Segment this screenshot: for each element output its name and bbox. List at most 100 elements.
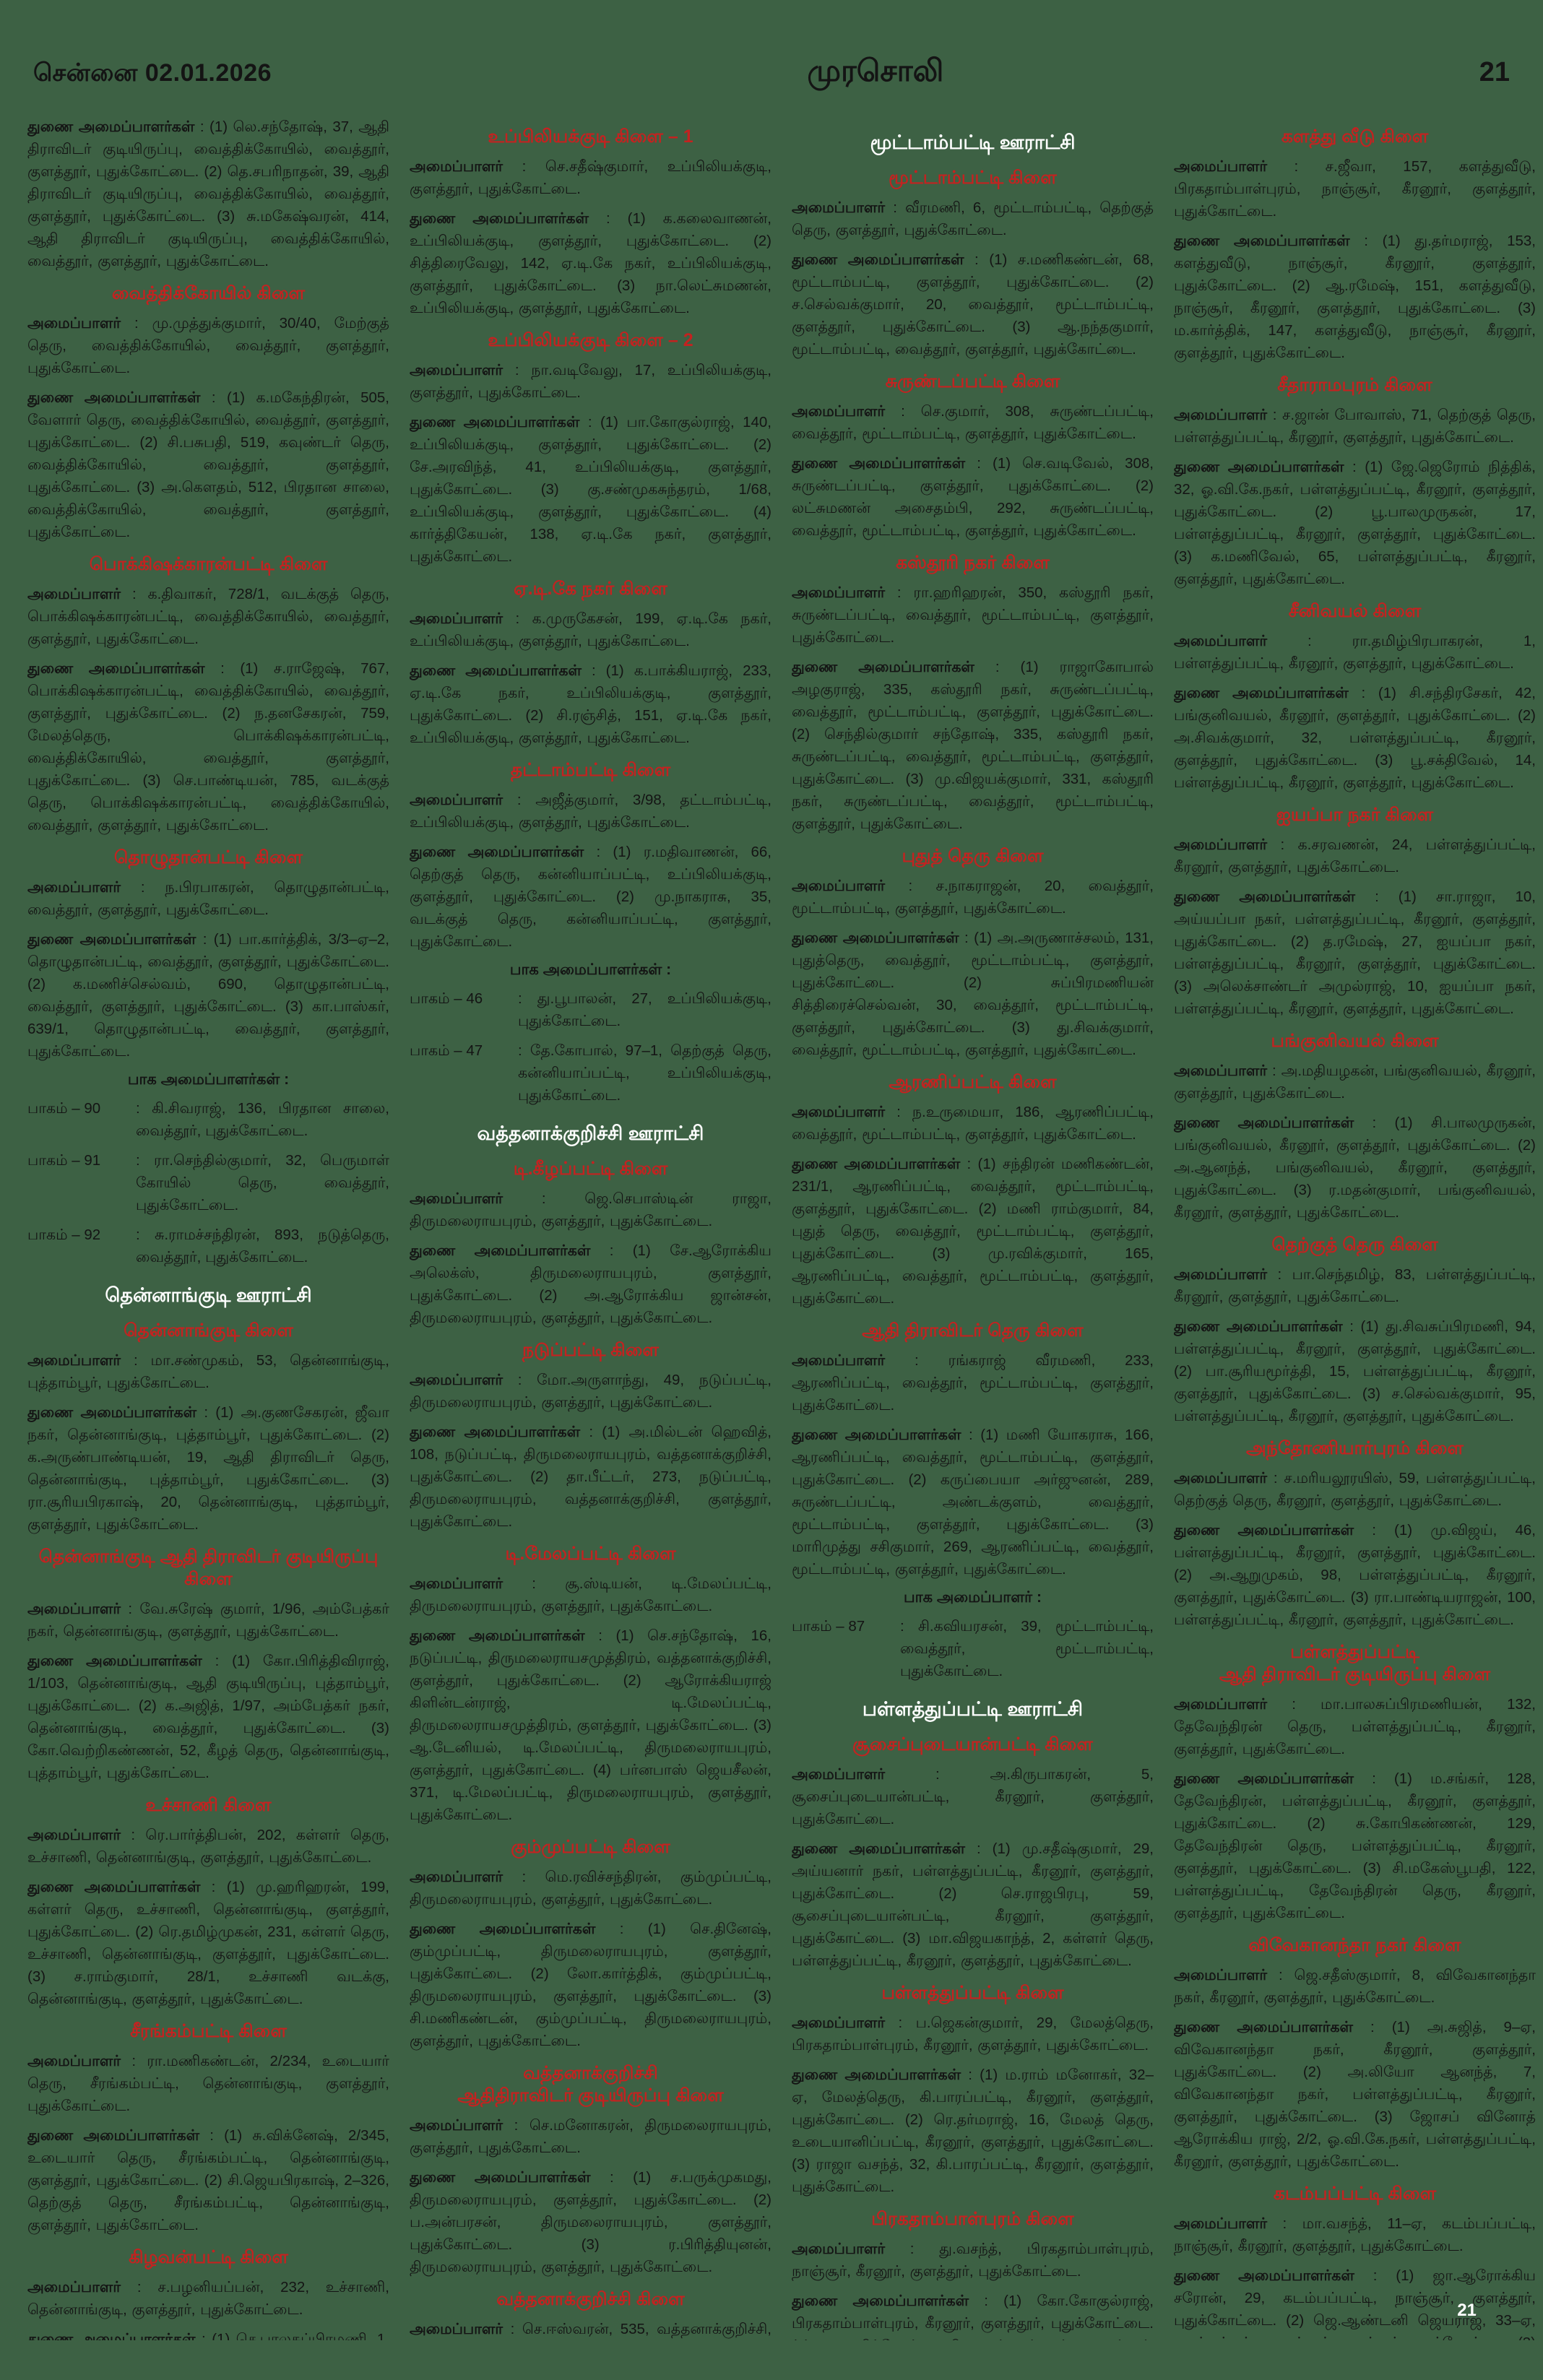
body-paragraph: துணை அமைப்பாளர்கள் : (1) மு.விஜய், 46, ப… (1174, 1522, 1536, 1628)
body-paragraph: அமைப்பாளர் : ரா.தமிழ்பிரபாகரன், 1, பள்ளத… (1174, 633, 1536, 672)
branch-heading: சீதாராமபுரம் கிளை (1277, 375, 1432, 395)
paragraph-lead: துணை அமைப்பாளர்கள் (410, 210, 606, 227)
body-paragraph: துணை அமைப்பாளர்கள் : (1) செ.பாலசுப்பிரமண… (27, 2328, 389, 2340)
paragraph-lead: அமைப்பாளர் (792, 1104, 897, 1120)
paragraph-lead: அமைப்பாளர் (1174, 2215, 1283, 2232)
body-paragraph: துணை அமைப்பாளர்கள் : (1) ஜா.ஆரோக்கிய சரோ… (1174, 2267, 1536, 2340)
body-paragraph: துணை அமைப்பாளர்கள் : (1) மு.சதீஷ்குமார்,… (792, 1840, 1154, 1969)
body-paragraph: துணை அமைப்பாளர்கள் : (1) கோ.பிரித்திவிரா… (27, 1653, 389, 1781)
part-text: : சி.கவியரசன், 39, மூட்டாம்பட்டி, வைத்தூ… (900, 1618, 1154, 1679)
body-paragraph: அமைப்பாளர் : ச.பழனியப்பன், 232, உச்சாணி,… (27, 2279, 389, 2318)
page-number-top: 21 (1479, 57, 1510, 87)
panchayat-section-heading: தென்னாங்குடி ஊராட்சி (105, 1284, 312, 1306)
body-paragraph: துணை அமைப்பாளர்கள் : (1) செ.சந்தோஷ், 16,… (410, 1627, 772, 1823)
body-paragraph: அமைப்பாளர் : பா.செந்தமிழ், 83, பள்ளத்துப… (1174, 1266, 1536, 1305)
body-paragraph: அமைப்பாளர் : ச.ஜான் போவாஸ், 71, தெற்குத்… (1174, 407, 1536, 446)
paragraph-lead: துணை அமைப்பாளர்கள் (792, 1156, 967, 1172)
paragraph-lead: துணை அமைப்பாளர்கள் (792, 1840, 977, 1857)
branch-heading: அந்தோணியார்புரம் கிளை (1246, 1438, 1464, 1458)
branch-heading: பொக்கிஷக்காரன்பட்டி கிளை (89, 554, 328, 574)
paragraph-lead: துணை அமைப்பாளர்கள் (1174, 459, 1353, 475)
paragraph-lead: அமைப்பாளர் (410, 610, 516, 627)
branch-heading: ஏ.டி.கே நகர் கிளை (514, 579, 667, 599)
paragraph-lead: துணை அமைப்பாளர்கள் (1174, 1522, 1373, 1539)
branch-heading: தெற்குத் தெரு கிளை (1271, 1234, 1438, 1255)
body-paragraph: அமைப்பாளர் : நா.வடிவேலு, 17, உப்பிலியக்க… (410, 362, 772, 401)
part-row: பாகம் – 47: தே.கோபால், 97–1, தெற்குத் தெ… (410, 1039, 772, 1107)
branch-heading: சீரங்கம்பட்டி கிளை (130, 2021, 287, 2041)
body-paragraph: துணை அமைப்பாளர்கள் : (1) ம.ராம் மனோகர், … (792, 2067, 1154, 2195)
body-paragraph: துணை அமைப்பாளர்கள் : (1) அ.மில்டன் ஹெவித… (410, 1424, 772, 1530)
part-row: பாகம் – 87: சி.கவியரசன், 39, மூட்டாம்பட்… (792, 1615, 1154, 1682)
body-paragraph: துணை அமைப்பாளர்கள் : (1) க.பாக்கியராஜ், … (410, 662, 772, 746)
body-paragraph: அமைப்பாளர் : ந.உருமையா, 186, ஆரணிப்பட்டி… (792, 1104, 1154, 1143)
body-paragraph: துணை அமைப்பாளர்கள் : (1) மு.ஹரிஹரன், 199… (27, 1879, 389, 2007)
body-paragraph: துணை அமைப்பாளர்கள் : (1) ச.மணிகண்டன், 68… (792, 251, 1154, 358)
body-paragraph: அமைப்பாளர் : அ.கிருபாகரன், 5, சூசைப்புடை… (792, 1766, 1154, 1827)
branch-heading: ஆரணிப்பட்டி கிளை (889, 1072, 1057, 1092)
paragraph-lead: அமைப்பாளர் (410, 792, 517, 808)
body-paragraph: துணை அமைப்பாளர்கள் : (1) சா.ராஜா, 10, அய… (1174, 888, 1536, 1017)
paragraph-lead: துணை அமைப்பாளர்கள் (27, 389, 212, 406)
branch-heading: உப்பிலியக்குடி கிளை – 1 (488, 126, 693, 147)
paragraph-lead: அமைப்பாளர் (410, 158, 522, 175)
body-paragraph: துணை அமைப்பாளர்கள் : (1) ராஜாகோபால் அழகு… (792, 659, 1154, 832)
paragraph-lead: அமைப்பாளர் (1174, 1063, 1272, 1079)
paragraph-lead: துணை அமைப்பாளர்கள் (792, 659, 995, 675)
body-paragraph: துணை அமைப்பாளர்கள் : (1) லெ.சந்தோஷ், 37,… (27, 118, 389, 269)
branch-heading: தென்னாங்குடி ஆதி திராவிடர் குடியிருப்பு … (38, 1546, 379, 1589)
branch-heading: வைத்திக்கோயில் கிளை (111, 283, 306, 303)
body-paragraph: துணை அமைப்பாளர்கள் : (1) பா.கோகுல்ராஜ், … (410, 414, 772, 565)
body-paragraph: அமைப்பாளர் : மோ.அருளாந்து, 49, நடுப்பட்ட… (410, 1372, 772, 1411)
part-row: பாகம் – 90: கி.சிவராஜ், 136, பிரதான சாலை… (27, 1097, 389, 1142)
page-number-bottom: 21 (1457, 2301, 1477, 2320)
page-header: சென்னை 02.01.2026 முரசொலி 21 (0, 0, 1543, 97)
body-paragraph: துணை அமைப்பாளர்கள் : (1) ஜே.ஜெரோம் நித்த… (1174, 459, 1536, 587)
body-paragraph: துணை அமைப்பாளர்கள் : (1) சே.ஆரோக்கிய அலெ… (410, 1242, 772, 1326)
branch-heading: பங்குனிவயல் கிளை (1271, 1031, 1439, 1051)
body-paragraph: அமைப்பாளர் : செ.சதீஷ்குமார், உப்பிலியக்க… (410, 158, 772, 197)
branch-heading: டி.மேலப்பட்டி கிளை (505, 1544, 676, 1564)
body-paragraph: துணை அமைப்பாளர்கள் : (1) செ.வடிவேல், 308… (792, 455, 1154, 539)
body-paragraph: அமைப்பாளர் : மு.முத்துக்குமார், 30/40, ம… (27, 315, 389, 376)
paragraph-lead: துணை அமைப்பாளர்கள் (1174, 233, 1365, 249)
branch-heading: தட்டாம்பட்டி கிளை (510, 760, 671, 780)
part-label: பாகம் – 90 (27, 1100, 101, 1117)
part-organisers-subheading: பாக அமைப்பாளர் : (904, 1589, 1042, 1606)
paragraph-lead: துணை அமைப்பாளர்கள் (27, 2127, 210, 2144)
paragraph-lead: துணை அமைப்பாளர்கள் (792, 930, 964, 946)
paragraph-lead: அமைப்பாளர் (792, 878, 909, 894)
paragraph-lead: துணை அமைப்பாளர்கள் (792, 455, 977, 472)
body-paragraph: அமைப்பாளர் : ச.மரியலூரயிஸ், 59, பள்ளத்து… (1174, 1470, 1536, 1509)
body-paragraph: அமைப்பாளர் : ரா.ஹரிஹரன், 350, கஸ்தூரி நக… (792, 584, 1154, 646)
body-paragraph: அமைப்பாளர் : ந.பிரபாகரன், தொழுதான்பட்டி,… (27, 879, 389, 918)
branch-heading: பள்ளத்துப்பட்டி கிளை (881, 1983, 1064, 2003)
body-paragraph: அமைப்பாளர் : வீரமணி, 6, மூட்டாம்பட்டி, த… (792, 199, 1154, 238)
body-paragraph: அமைப்பாளர் : ரெ.பார்த்திபன், 202, கள்ளர்… (27, 1827, 389, 1866)
part-text: : ரா.செந்தில்குமார், 32, பெருமாள் கோயில்… (136, 1152, 389, 1213)
body-paragraph: அமைப்பாளர் : து.வசந்த், பிரகதாம்பாள்புரம… (792, 2241, 1154, 2280)
body-paragraph: அமைப்பாளர் : மா.சண்முகம், 53, தென்னாங்கு… (27, 1352, 389, 1391)
body-paragraph: துணை அமைப்பாளர்கள் : (1) சந்திரன் மணிகண்… (792, 1156, 1154, 1307)
branch-heading: கிழவன்பட்டி கிளை (129, 2247, 288, 2267)
paragraph-lead: அமைப்பாளர் (792, 1766, 935, 1783)
body-paragraph: அமைப்பாளர் : வே.சுரேஷ் குமார், 1/96, அம்… (27, 1601, 389, 1640)
paragraph-lead: அமைப்பாளர் (410, 1190, 542, 1207)
body-paragraph: அமைப்பாளர் : ச.நாகராஜன், 20, வைத்தூர், ம… (792, 878, 1154, 917)
part-label: பாகம் – 47 (410, 1042, 483, 1059)
body-paragraph: அமைப்பாளர் : மா.வசந்த், 11–ஏ, கடம்பப்பட்… (1174, 2215, 1536, 2254)
branch-heading: வத்தனாக்குறிச்சி ஆதிதிராவிடர் குடியிருப்… (457, 2063, 724, 2106)
body-paragraph: அமைப்பாளர் : சூ.ஸ்டியன், டி.மேலப்பட்டி, … (410, 1575, 772, 1614)
paragraph-lead: அமைப்பாளர் (27, 1601, 129, 1617)
body-paragraph: அமைப்பாளர் : ஜெ.செபாஸ்டின் ராஜா, திருமலை… (410, 1190, 772, 1229)
body-paragraph: அமைப்பாளர் : ப.ஜெகன்குமார், 29, மேலத்தெர… (792, 2015, 1154, 2054)
part-text: : சு.ராமச்சந்திரன், 893, நடுத்தெரு, வைத்… (136, 1226, 389, 1265)
paragraph-lead: அமைப்பாளர் (410, 2117, 514, 2134)
column-3: மூட்டாம்பட்டி ஊராட்சி மூட்டாம்பட்டி கிளை அ… (792, 116, 1154, 2340)
body-paragraph: துணை அமைப்பாளர்கள் : (1) க.மகேந்திரன், 5… (27, 389, 389, 540)
paragraph-lead: துணை அமைப்பாளர்கள் (27, 931, 203, 948)
paragraph-lead: துணை அமைப்பாளர்கள் (1174, 888, 1375, 905)
body-paragraph: துணை அமைப்பாளர்கள் : (1) து.தர்மராஜ், 15… (1174, 233, 1536, 361)
body-paragraph: துணை அமைப்பாளர்கள் : (1) ச.ராஜேஷ், 767, … (27, 660, 389, 834)
body-paragraph: அமைப்பாளர் : க.திவாகர், 728/1, வடக்குத் … (27, 586, 389, 647)
